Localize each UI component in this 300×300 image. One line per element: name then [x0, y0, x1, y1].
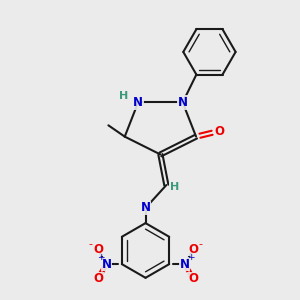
Text: -: -	[198, 239, 202, 249]
Text: O: O	[215, 125, 225, 138]
Text: N: N	[180, 258, 190, 271]
Text: H: H	[119, 91, 128, 101]
Text: O: O	[188, 243, 198, 256]
Text: -: -	[89, 239, 93, 249]
Text: N: N	[178, 96, 188, 109]
Text: N: N	[140, 202, 151, 214]
Text: N: N	[101, 258, 111, 271]
Text: +: +	[187, 253, 194, 262]
Text: N: N	[133, 96, 143, 109]
Text: H: H	[170, 182, 179, 193]
Text: O: O	[93, 243, 103, 256]
Text: O: O	[188, 272, 198, 286]
Text: +: +	[97, 253, 104, 262]
Text: O: O	[93, 272, 103, 286]
